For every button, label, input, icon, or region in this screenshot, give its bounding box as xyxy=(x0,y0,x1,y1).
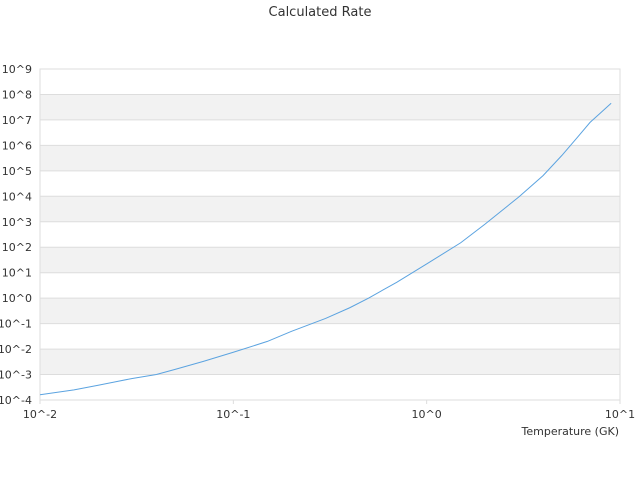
y-axis-ticks: 10^-4 10^-3 10^-2 10^-1 10^0 10^1 10^2 10^3 10^4… xyxy=(0,63,32,407)
y-tick-label: 10^1 xyxy=(2,267,32,280)
x-axis-label: Temperature (GK) xyxy=(521,425,620,438)
y-tick-label: 10^3 xyxy=(2,216,32,229)
x-tick-label: 10^-1 xyxy=(216,408,250,421)
grid-band xyxy=(40,94,620,120)
y-tick-label: 10^2 xyxy=(2,241,32,254)
x-tick-label: 10^-2 xyxy=(23,408,57,421)
grid-band xyxy=(40,247,620,273)
y-tick-label: 10^8 xyxy=(2,88,32,101)
y-tick-label: 10^-2 xyxy=(0,343,32,356)
grid-band xyxy=(40,349,620,375)
y-tick-label: 10^9 xyxy=(2,63,32,76)
y-tick-label: 10^4 xyxy=(2,190,32,203)
plot-area xyxy=(39,68,621,401)
chart-title: Calculated Rate xyxy=(269,5,372,20)
y-tick-label: 10^0 xyxy=(2,292,32,305)
x-tick-label: 10^1 xyxy=(605,408,635,421)
x-tick-label: 10^0 xyxy=(412,408,442,421)
y-tick-label: 10^6 xyxy=(2,139,32,152)
grid-band xyxy=(40,145,620,171)
series-line xyxy=(39,102,612,396)
grid-bands xyxy=(40,94,620,375)
y-tick-label: 10^7 xyxy=(2,114,32,127)
grid-band xyxy=(40,196,620,222)
x-axis-ticks: 10^-2 10^-1 10^0 10^1 xyxy=(23,400,635,421)
y-tick-label: 10^-4 xyxy=(0,394,32,407)
grid-band xyxy=(40,298,620,324)
y-tick-label: 10^5 xyxy=(2,165,32,178)
y-tick-label: 10^-3 xyxy=(0,369,32,382)
y-tick-label: 10^-1 xyxy=(0,318,32,331)
